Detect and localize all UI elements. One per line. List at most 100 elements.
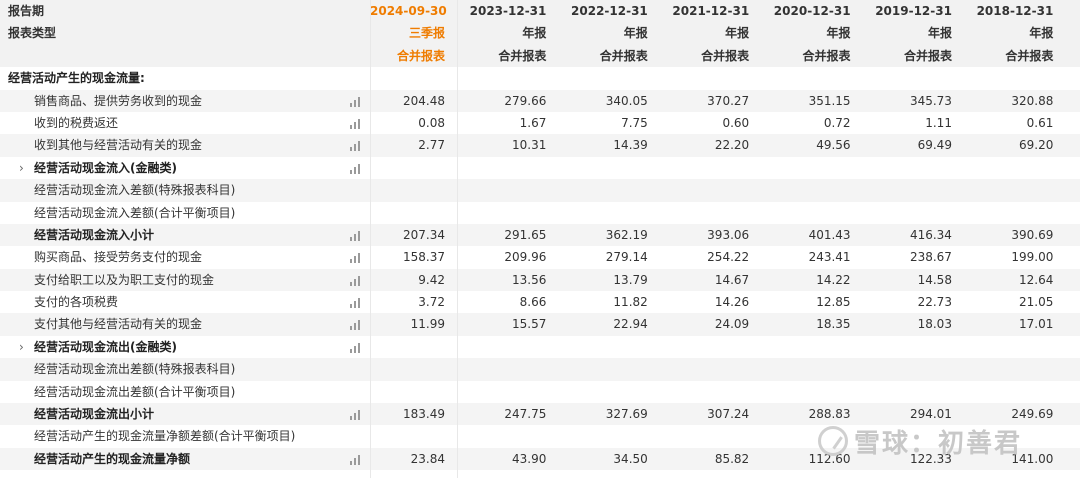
value-cell xyxy=(370,381,458,403)
row-label: 经营活动现金流出差额(合计平衡项目) xyxy=(34,384,236,399)
value-cell xyxy=(965,202,1066,224)
table-row[interactable]: 经营活动现金流出小计 183.49 247.75 327.69 307.24 288.83… xyxy=(0,403,1080,426)
value-cell xyxy=(370,179,458,201)
value-cell xyxy=(458,179,559,201)
table-row[interactable]: › 经营活动现金流入(金融类) xyxy=(0,157,1080,179)
period-type-2: 年报 xyxy=(623,26,648,41)
chevron-right-icon[interactable]: › xyxy=(19,339,24,354)
table-row[interactable]: 购买商品、接受劳务支付的现金 158.37 209.96 279.14 254.22 24… xyxy=(0,246,1080,268)
value-cell: 207.34 xyxy=(403,227,445,242)
value-cell: 34.50 xyxy=(613,451,648,466)
value-cell: 0.72 xyxy=(823,115,851,130)
table-row[interactable]: 支付的各项税费 3.72 8.66 11.82 14.26 12.85 22.73 21.05 xyxy=(0,291,1080,313)
value-cell: 307.24 xyxy=(707,407,750,422)
report-type-label: 报表类型 xyxy=(8,26,57,41)
value-cell xyxy=(458,157,559,179)
bar-chart-icon[interactable] xyxy=(350,96,364,107)
period-date-6[interactable]: 2018-12-31 xyxy=(976,4,1054,18)
period-scope-4: 合并报表 xyxy=(802,48,851,63)
table-row[interactable]: 收到的税费返还 0.08 1.67 7.75 0.60 0.72 1.11 0.61 xyxy=(0,112,1080,134)
value-cell xyxy=(370,358,458,380)
period-date-5[interactable]: 2019-12-31 xyxy=(875,4,952,18)
table-row[interactable]: › 经营活动现金流出(金融类) xyxy=(0,336,1080,358)
header-label-type: 报表类型 xyxy=(0,22,370,44)
table-row[interactable]: 经营活动现金流出差额(合计平衡项目) xyxy=(0,381,1080,403)
table-row[interactable]: 经营活动现金流入小计 207.34 291.65 362.19 393.06 401.43… xyxy=(0,223,1080,247)
value-cell: 320.88 xyxy=(1011,93,1054,108)
bar-chart-icon[interactable] xyxy=(350,275,364,286)
bar-chart-icon[interactable] xyxy=(350,140,364,152)
table-row[interactable]: 经营活动产生的现金流量净额差额(合计平衡项目) xyxy=(0,425,1080,447)
value-cell xyxy=(762,381,863,403)
value-cell xyxy=(762,358,863,380)
row-label: 收到的税费返还 xyxy=(34,115,119,130)
value-cell xyxy=(864,336,965,358)
value-cell: 18.35 xyxy=(816,317,851,332)
period-date-3[interactable]: 2021-12-31 xyxy=(672,4,750,18)
bar-chart-icon[interactable] xyxy=(350,230,364,241)
value-cell xyxy=(458,425,559,447)
period-scope-1: 合并报表 xyxy=(498,48,547,63)
value-cell: 23.84 xyxy=(410,451,445,466)
bar-chart-icon[interactable] xyxy=(350,454,364,465)
row-label: 经营活动现金流入(金融类) xyxy=(34,160,177,175)
value-cell: 12.85 xyxy=(816,295,851,310)
bar-chart-icon[interactable] xyxy=(350,342,364,353)
table-row[interactable]: 经营活动现金流入差额(合计平衡项目) xyxy=(0,202,1080,224)
value-cell xyxy=(370,157,458,179)
value-cell xyxy=(661,425,762,447)
row-label-cell: › 经营活动现金流入(金融类) xyxy=(0,157,370,179)
bar-chart-icon[interactable] xyxy=(350,163,364,174)
value-cell xyxy=(458,336,559,358)
bar-chart-icon[interactable] xyxy=(350,319,364,331)
period-label: 报告期 xyxy=(8,4,45,18)
value-cell xyxy=(559,381,660,403)
table-row[interactable]: 收到其他与经营活动有关的现金 2.77 10.31 14.39 22.20 49.56 69… xyxy=(0,134,1080,157)
bar-chart-icon[interactable] xyxy=(350,409,364,421)
table-row[interactable]: 支付给职工以及为职工支付的现金 9.42 13.56 13.79 14.67 14.22 1… xyxy=(0,268,1080,292)
value-cell xyxy=(762,157,863,179)
row-label-cell: 销售商品、提供劳务收到的现金 xyxy=(0,90,370,112)
value-cell xyxy=(661,202,762,224)
value-cell xyxy=(661,358,762,380)
value-cell: 69.20 xyxy=(1018,138,1054,153)
row-label-cell: 经营活动现金流出差额(特殊报表科目) xyxy=(0,358,370,380)
value-cell xyxy=(864,381,965,403)
period-type-4: 年报 xyxy=(826,26,851,41)
value-cell: 279.66 xyxy=(504,93,547,108)
period-date-1[interactable]: 2023-12-31 xyxy=(469,4,547,18)
value-cell: 243.41 xyxy=(808,250,851,265)
value-cell: 327.69 xyxy=(605,407,648,422)
table-row[interactable]: 支付其他与经营活动有关的现金 11.99 15.57 22.94 24.09 18.35 1… xyxy=(0,313,1080,336)
value-cell xyxy=(965,358,1066,380)
value-cell: 22.20 xyxy=(714,138,750,153)
period-scope-6: 合并报表 xyxy=(1005,48,1054,63)
bar-chart-icon[interactable] xyxy=(350,252,364,264)
value-cell xyxy=(661,336,762,358)
period-date-4[interactable]: 2020-12-31 xyxy=(773,4,851,18)
period-date-2[interactable]: 2022-12-31 xyxy=(571,4,648,18)
table-row[interactable]: 经营活动现金流入差额(特殊报表科目) xyxy=(0,179,1080,202)
value-cell xyxy=(864,358,965,380)
bar-chart-icon[interactable] xyxy=(350,118,364,129)
header-row-scope: 合并报表 合并报表 合并报表 合并报表 合并报表 合并报表 合并报表 xyxy=(0,44,1080,68)
value-cell: 141.00 xyxy=(1011,451,1054,466)
value-cell: 8.66 xyxy=(519,295,547,310)
value-cell: 22.73 xyxy=(917,295,952,310)
value-cell: 340.05 xyxy=(605,93,648,108)
period-date-0[interactable]: 2024-09-30 xyxy=(370,4,447,18)
value-cell: 11.82 xyxy=(613,295,648,310)
value-cell xyxy=(559,179,660,201)
bar-chart-icon[interactable] xyxy=(350,297,364,309)
chevron-right-icon[interactable]: › xyxy=(19,160,24,175)
value-cell xyxy=(370,202,458,224)
period-type-1: 年报 xyxy=(522,26,547,41)
value-cell: 390.69 xyxy=(1011,227,1054,242)
value-cell xyxy=(864,157,965,179)
value-cell: 416.34 xyxy=(909,227,952,242)
row-label: 经营活动现金流出(金融类) xyxy=(34,339,177,354)
table-row[interactable]: 销售商品、提供劳务收到的现金 204.48 279.66 340.05 370.27 35… xyxy=(0,89,1080,112)
table-row[interactable]: 经营活动现金流出差额(特殊报表科目) xyxy=(0,358,1080,381)
table-row[interactable]: 经营活动产生的现金流量净额 23.84 43.90 34.50 85.82 112.60 1… xyxy=(0,447,1080,471)
value-cell: 362.19 xyxy=(605,227,648,242)
